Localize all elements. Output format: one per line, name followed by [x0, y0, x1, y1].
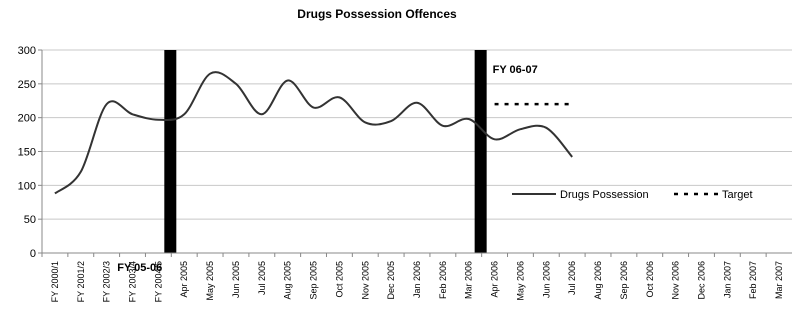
x-tick-label: FY 2001/2: [76, 261, 86, 302]
y-tick-label: 150: [18, 147, 36, 159]
y-axis-ticks: 0 50 100 150 200 250 300: [18, 45, 42, 260]
x-tick-label: Oct 2005: [334, 261, 344, 298]
x-tick-label: Feb 2007: [748, 261, 758, 299]
y-tick-label: 50: [24, 214, 36, 226]
y-tick-label: 250: [18, 79, 36, 91]
x-tick-label: FY 2002/3: [102, 261, 112, 302]
x-tick-label: FY 2000/1: [50, 261, 60, 302]
x-tick-label: Sep 2005: [309, 261, 319, 300]
x-axis-ticks: FY 2000/1 FY 2001/2 FY 2002/3 FY 2003/4 FY 2…: [41, 253, 784, 302]
x-tick-label: Jun 2006: [541, 261, 551, 298]
x-tick-label: Nov 2006: [671, 261, 681, 300]
x-tick-label: Dec 2006: [696, 261, 706, 300]
series-line: [54, 71, 573, 195]
x-tick-label: May 2006: [515, 261, 525, 301]
x-tick-label: May 2005: [205, 261, 215, 301]
y-tick-label: 200: [18, 113, 36, 125]
x-tick-label: Feb 2006: [438, 261, 448, 299]
x-tick-label: Aug 2005: [283, 261, 293, 300]
x-tick-label: Mar 2006: [464, 261, 474, 299]
fiscal-year-marker-label: FY 05-06: [117, 262, 162, 274]
gridlines: [42, 49, 792, 220]
y-tick-label: 300: [18, 45, 36, 57]
legend-label: Target: [722, 189, 753, 201]
fiscal-year-marker-bar: [164, 50, 177, 253]
x-tick-label: FY 2004/5: [153, 261, 163, 302]
x-tick-label: Apr 2006: [490, 261, 500, 298]
data-series: [54, 71, 573, 195]
x-tick-label: Dec 2005: [386, 261, 396, 300]
x-tick-label: Jul 2006: [567, 261, 577, 295]
fiscal-year-markers: FY 05-06 FY 06-07: [117, 50, 538, 274]
x-tick-label: FY 2003/4: [128, 261, 138, 302]
fiscal-year-marker-label: FY 06-07: [493, 64, 538, 76]
x-tick-label: Aug 2006: [593, 261, 603, 300]
y-tick-label: 0: [30, 248, 36, 260]
x-tick-label: Sep 2006: [619, 261, 629, 300]
x-tick-label: Oct 2006: [645, 261, 655, 298]
y-tick-label: 100: [18, 180, 36, 192]
legend-label: Drugs Possession: [560, 189, 649, 201]
x-tick-label: Mar 2007: [774, 261, 784, 299]
x-tick-label: Nov 2005: [360, 261, 370, 300]
chart-title: Drugs Possession Offences: [297, 7, 457, 21]
x-tick-label: Jul 2005: [257, 261, 267, 295]
x-tick-label: Jan 2007: [722, 261, 732, 298]
legend: Drugs Possession Target: [512, 189, 753, 201]
x-tick-label: Jan 2006: [412, 261, 422, 298]
fiscal-year-marker-bar: [474, 50, 487, 253]
x-tick-label: Apr 2005: [179, 261, 189, 298]
x-tick-label: Jun 2005: [231, 261, 241, 298]
